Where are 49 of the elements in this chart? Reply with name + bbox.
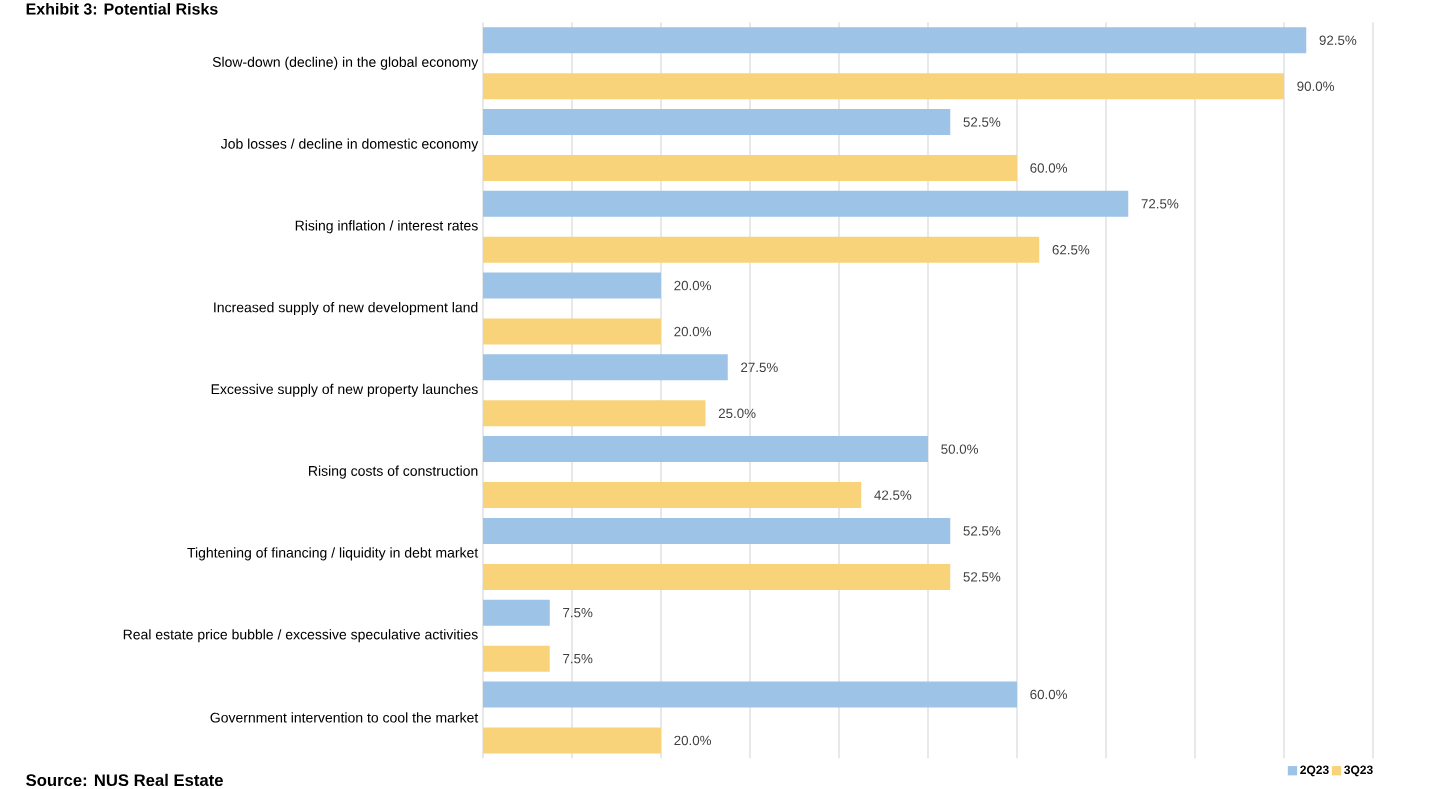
data-label: 20.0% [674, 326, 712, 337]
y-tick-label: Rising inflation / interest rates [295, 220, 478, 234]
y-tick-label: Real estate price bubble / excessive speculative activities [123, 629, 478, 643]
data-label: 52.5% [963, 526, 1001, 536]
data-label: 20.0% [674, 735, 712, 746]
bar [483, 727, 661, 754]
bar [483, 517, 951, 544]
bar [483, 190, 1129, 217]
bar [483, 599, 550, 626]
data-label: 92.5% [1319, 35, 1357, 45]
data-label: 60.0% [1030, 689, 1068, 700]
data-label: 72.5% [1141, 199, 1179, 209]
text: Exhibit 3: Potential Risks [26, 2, 218, 15]
data-label: 20.0% [674, 280, 712, 291]
y-tick-label: Tightening of financing / liquidity in debt market [187, 547, 479, 561]
bar [483, 109, 951, 136]
data-label: 42.5% [874, 490, 912, 500]
source-note: Source: NUS Real Estate [26, 773, 223, 787]
y-tick-label: Rising costs of construction [309, 465, 478, 479]
data-label: 25.0% [718, 408, 756, 419]
bar [483, 27, 1307, 54]
y-tick-label: Excessive supply of new property launches [211, 383, 478, 397]
legend-label: 2Q23 [1300, 765, 1329, 777]
data-label: 62.5% [1052, 245, 1090, 255]
data-label: 52.5% [963, 572, 1001, 582]
data-label: 50.0% [941, 444, 979, 454]
bar [483, 354, 728, 381]
data-label: 52.5% [963, 117, 1001, 127]
data-label: 27.5% [741, 362, 778, 373]
y-tick-label: Increased supply of new development land [214, 302, 478, 316]
bar [483, 318, 661, 345]
bar [483, 272, 661, 299]
y-tick-label: Government intervention to cool the market [210, 712, 479, 723]
data-label: 60.0% [1030, 163, 1068, 173]
bar [483, 400, 706, 427]
y-tick-label: Slow-down (decline) in the global economy [212, 56, 479, 70]
data-label: 7.5% [563, 653, 593, 664]
data-label: 90.0% [1297, 81, 1335, 91]
data-label: 7.5% [563, 607, 593, 618]
bar [483, 482, 862, 509]
bar [483, 681, 1017, 708]
bar [483, 73, 1284, 100]
bar [483, 236, 1040, 263]
legend-label: 3Q23 [1344, 765, 1373, 777]
bar [483, 436, 928, 463]
bar [483, 563, 951, 590]
bar [483, 645, 550, 672]
y-tick-label: Job losses / decline in domestic economy [220, 138, 479, 152]
bar [483, 155, 1017, 182]
